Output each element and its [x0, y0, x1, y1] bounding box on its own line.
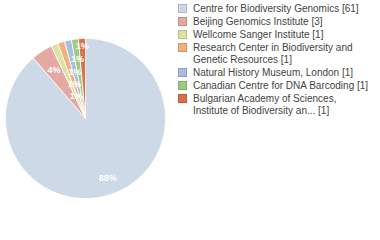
- html-text:Research Center in Biodiversit: Research Center in Biodiversity and Gene…: [193, 42, 353, 65]
- svg-text:1%: 1%: [70, 91, 83, 101]
- svg-text:1%: 1%: [71, 54, 84, 64]
- html-text:Centre for Biodiversity Genomi: Centre for Biodiversity Genomics [61]: [193, 3, 359, 14]
- svg-text:1%: 1%: [76, 41, 89, 51]
- svg-text:1%: 1%: [68, 67, 81, 77]
- svg-text:4%: 4%: [48, 65, 61, 75]
- html-text:Canadian Centre for DNA Barcod: Canadian Centre for DNA Barcoding [1]: [193, 80, 369, 91]
- svg-text:1%: 1%: [68, 79, 81, 89]
- svg-text:88%: 88%: [99, 173, 117, 183]
- html-text:Beijing Genomics Institute [3]: Beijing Genomics Institute [3]: [193, 16, 323, 27]
- html-text:Natural History Museum, London: Natural History Museum, London [1]: [193, 67, 354, 78]
- html-text:Bulgarian Academy of Sciences,: Bulgarian Academy of Sciences, Institute…: [193, 93, 337, 116]
- html-text:Wellcome Sanger Institute [1]: Wellcome Sanger Institute [1]: [193, 29, 324, 40]
